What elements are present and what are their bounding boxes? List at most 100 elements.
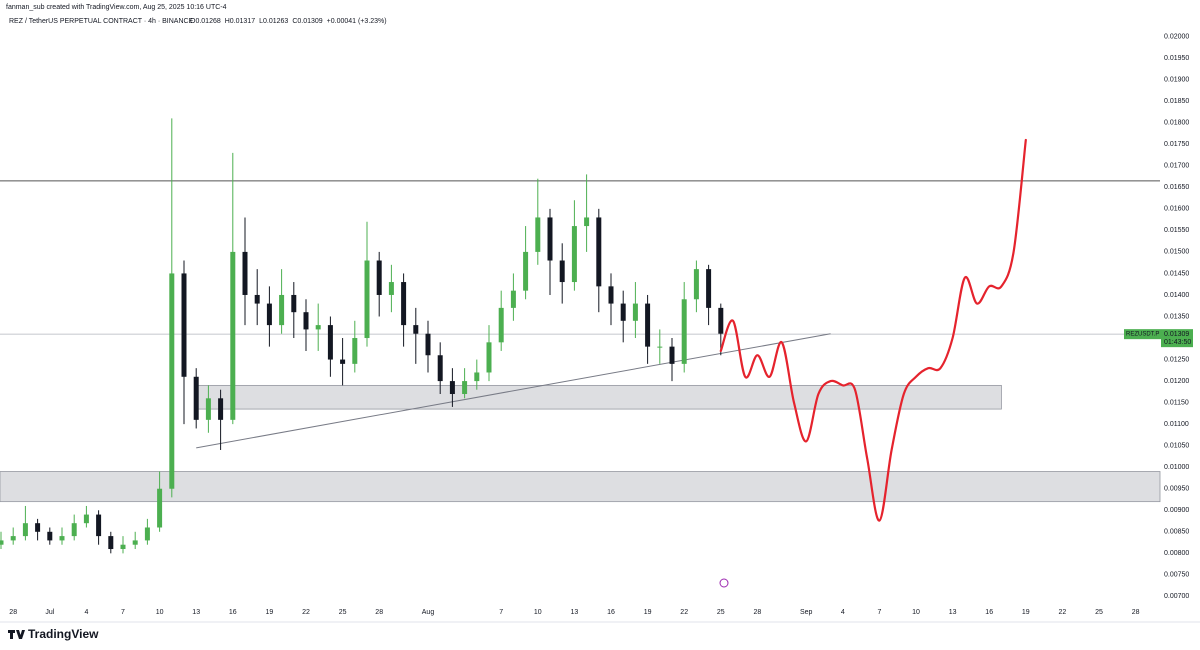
candle [22, 505, 28, 541]
candle-body [535, 217, 541, 252]
y-tick-label: 0.01800 [1164, 120, 1189, 127]
candle [205, 385, 211, 433]
candle-body [303, 312, 309, 330]
candle [279, 269, 285, 334]
candle-body [218, 398, 224, 420]
candle [315, 303, 321, 351]
candle-body [523, 251, 529, 291]
candle-body [559, 260, 565, 283]
candle-body [230, 251, 236, 420]
ohlc-value: C0.01309 [292, 18, 322, 25]
candle [498, 290, 504, 351]
candle-body [340, 359, 346, 364]
candle [291, 282, 297, 339]
candle [376, 251, 382, 317]
y-tick-label: 0.00950 [1164, 486, 1189, 493]
attribution: fanman_sub created with TradingView.com,… [6, 4, 227, 11]
candle [620, 290, 626, 343]
candle-body [608, 286, 614, 304]
candle-body [254, 294, 260, 304]
y-tick-label: 0.01350 [1164, 313, 1189, 320]
y-tick-label: 0.01050 [1164, 443, 1189, 450]
y-tick-label: 0.01750 [1164, 141, 1189, 148]
candle [157, 471, 163, 532]
x-tick-label: Aug [422, 609, 435, 616]
candle-body [157, 488, 163, 528]
candle [693, 260, 699, 313]
candle-body [596, 217, 602, 287]
y-tick-label: 0.01850 [1164, 98, 1189, 105]
symbol-title: REZ / TetherUS PERPETUAL CONTRACT · 4h ·… [9, 18, 194, 25]
candle-body [437, 355, 443, 382]
candle-body [193, 376, 199, 420]
candle [706, 264, 712, 326]
candle [169, 118, 175, 498]
candle-body [486, 342, 492, 373]
ohlc-value: L0.01263 [259, 18, 288, 25]
candle-body [181, 273, 187, 377]
candle [413, 307, 419, 364]
candle-body [327, 325, 333, 360]
candle [254, 269, 260, 326]
candle-body [266, 303, 272, 326]
zone [0, 471, 1161, 503]
candle-body [425, 333, 431, 356]
candle [218, 389, 224, 450]
candle-body [693, 269, 699, 300]
candle [510, 273, 516, 321]
candle-body [645, 303, 651, 347]
x-tick-label: 4 [841, 609, 845, 616]
y-tick-label: 0.01500 [1164, 249, 1189, 256]
event-icon[interactable] [719, 578, 729, 588]
y-tick-label: 0.00850 [1164, 529, 1189, 536]
candle [242, 217, 248, 326]
y-tick-label: 0.01950 [1164, 55, 1189, 62]
y-tick-label: 0.01700 [1164, 163, 1189, 170]
candle [645, 294, 651, 364]
y-tick-label: 0.02000 [1164, 33, 1189, 40]
candle [669, 338, 675, 382]
candle [47, 527, 53, 545]
candle-body [706, 269, 712, 308]
candle [535, 178, 541, 265]
candle-body [242, 251, 248, 295]
y-tick-label: 0.01100 [1164, 421, 1189, 428]
candle [449, 368, 455, 407]
candle-body [584, 217, 590, 227]
y-tick-label: 0.01450 [1164, 270, 1189, 277]
x-tick-label: 22 [1059, 609, 1067, 616]
candle-body [681, 299, 687, 364]
candle-body [669, 346, 675, 364]
candle-body [96, 514, 102, 537]
candle-body [0, 540, 4, 545]
x-tick-label: 25 [717, 609, 725, 616]
candle-body [620, 303, 626, 321]
candle [657, 329, 663, 364]
x-tick-label: 10 [156, 609, 164, 616]
countdown-label: 01:43:50 [1164, 339, 1191, 346]
x-tick-label: 28 [1132, 609, 1140, 616]
candle [486, 325, 492, 382]
candle [632, 282, 638, 339]
candle [559, 243, 565, 304]
candle [96, 510, 102, 545]
candle-body [462, 381, 468, 395]
x-tick-label: 16 [607, 609, 615, 616]
candle [327, 316, 333, 377]
candle-body [83, 514, 89, 524]
candle [181, 260, 187, 425]
candle [462, 368, 468, 399]
candle-body [108, 536, 114, 550]
candle-body [132, 540, 138, 545]
x-tick-label: 28 [9, 609, 17, 616]
y-tick-label: 0.01600 [1164, 206, 1189, 213]
candle-body [352, 338, 358, 364]
candle-body [401, 282, 407, 326]
candle-body [47, 531, 53, 541]
candle [144, 518, 150, 545]
x-tick-label: 19 [266, 609, 274, 616]
candle-body [71, 523, 77, 537]
candle [132, 531, 138, 550]
candle-body [205, 398, 211, 420]
